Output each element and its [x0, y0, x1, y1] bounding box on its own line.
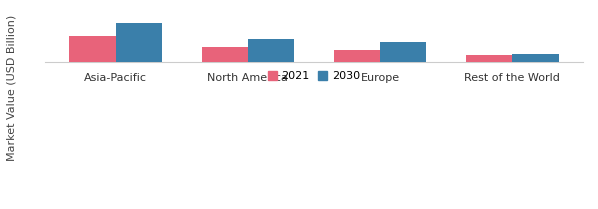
Bar — [512, 54, 559, 62]
Bar — [115, 23, 162, 62]
Bar — [334, 50, 380, 62]
Bar — [466, 55, 512, 62]
Bar — [202, 47, 248, 62]
Bar — [69, 36, 115, 62]
Bar — [380, 42, 426, 62]
Legend: 2021, 2030: 2021, 2030 — [264, 67, 364, 86]
Text: Market Value (USD Billion): Market Value (USD Billion) — [7, 15, 17, 161]
Bar — [248, 39, 294, 62]
